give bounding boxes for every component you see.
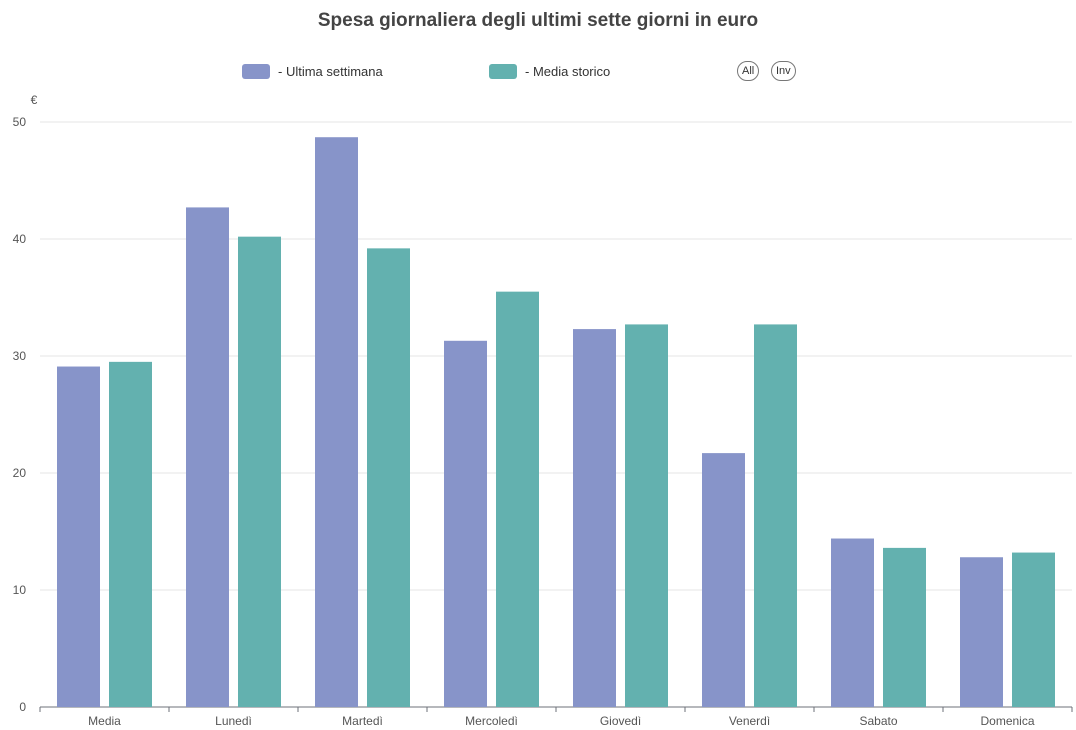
y-tick-label: 20 bbox=[13, 466, 27, 480]
bar-media-storico[interactable] bbox=[109, 361, 152, 707]
bar-ultima-settimana[interactable] bbox=[444, 340, 487, 707]
legend-inverse-button[interactable]: Inv bbox=[771, 61, 796, 81]
bar-ultima-settimana[interactable] bbox=[186, 207, 229, 707]
y-tick-label: 40 bbox=[13, 232, 27, 246]
x-tick-label: Venerdì bbox=[729, 714, 770, 728]
bar-media-storico[interactable] bbox=[1012, 552, 1055, 707]
legend-item-media-storico[interactable]: - Media storico bbox=[489, 61, 610, 81]
x-tick-label: Sabato bbox=[859, 714, 897, 728]
bar-media-storico[interactable] bbox=[883, 547, 926, 707]
bar-ultima-settimana[interactable] bbox=[57, 366, 100, 707]
bar-ultima-settimana[interactable] bbox=[315, 137, 358, 707]
x-tick-label: Domenica bbox=[980, 714, 1034, 728]
bar-ultima-settimana[interactable] bbox=[831, 538, 874, 707]
x-tick-label: Media bbox=[88, 714, 121, 728]
bar-media-storico[interactable] bbox=[625, 324, 668, 707]
y-tick-label: 50 bbox=[13, 115, 27, 129]
y-tick-label: 30 bbox=[13, 349, 27, 363]
legend-label-media-storico: - Media storico bbox=[525, 63, 611, 79]
bar-media-storico[interactable] bbox=[754, 324, 797, 707]
chart-title: Spesa giornaliera degli ultimi sette gio… bbox=[317, 10, 759, 31]
y-axis-label: € bbox=[31, 93, 38, 107]
x-tick-label: Giovedì bbox=[600, 714, 641, 728]
legend-label-ultima-settimana: - Ultima settimana bbox=[278, 63, 383, 79]
bar-ultima-settimana[interactable] bbox=[960, 557, 1003, 707]
bar-ultima-settimana[interactable] bbox=[702, 453, 745, 707]
legend-swatch-media-storico bbox=[489, 63, 517, 79]
x-tick-label: Lunedì bbox=[215, 714, 252, 728]
y-tick-label: 10 bbox=[13, 583, 27, 597]
bar-media-storico[interactable] bbox=[367, 248, 410, 708]
bar-media-storico[interactable] bbox=[496, 291, 539, 707]
legend-item-ultima-settimana[interactable]: - Ultima settimana bbox=[242, 61, 383, 81]
legend-all-button[interactable]: All bbox=[737, 61, 760, 81]
y-tick-label: 0 bbox=[19, 700, 26, 714]
bar-media-storico[interactable] bbox=[238, 236, 281, 707]
x-tick-label: Mercoledì bbox=[465, 714, 518, 728]
bar-ultima-settimana[interactable] bbox=[573, 329, 616, 707]
x-tick-label: Martedì bbox=[342, 714, 383, 728]
legend-swatch-ultima-settimana bbox=[242, 63, 270, 79]
